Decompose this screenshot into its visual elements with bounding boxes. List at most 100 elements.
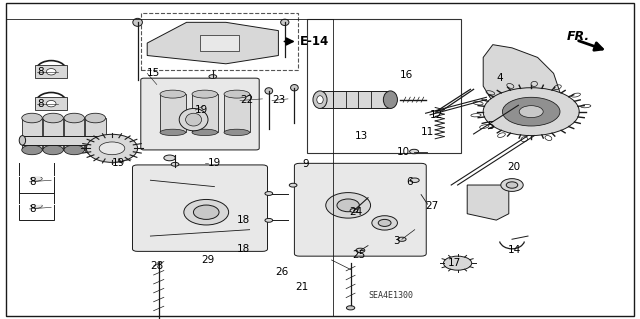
Text: 17: 17 bbox=[448, 258, 461, 268]
Ellipse shape bbox=[209, 75, 216, 78]
Text: 27: 27 bbox=[426, 201, 439, 211]
Ellipse shape bbox=[133, 19, 143, 26]
Ellipse shape bbox=[160, 90, 186, 98]
Ellipse shape bbox=[179, 108, 208, 131]
Bar bbox=[22, 136, 118, 145]
Text: 19: 19 bbox=[112, 158, 125, 168]
FancyBboxPatch shape bbox=[132, 165, 268, 251]
Text: 15: 15 bbox=[147, 68, 161, 78]
Text: 18: 18 bbox=[237, 215, 250, 225]
Text: 28: 28 bbox=[150, 261, 163, 271]
Ellipse shape bbox=[47, 100, 56, 107]
Text: 21: 21 bbox=[296, 282, 309, 292]
Text: 20: 20 bbox=[508, 162, 521, 173]
Ellipse shape bbox=[444, 256, 472, 270]
Ellipse shape bbox=[346, 306, 355, 310]
Bar bbox=[224, 94, 250, 132]
Ellipse shape bbox=[224, 129, 250, 136]
Bar bbox=[307, 19, 461, 153]
Text: 8: 8 bbox=[29, 177, 36, 187]
Ellipse shape bbox=[99, 142, 125, 155]
FancyBboxPatch shape bbox=[141, 78, 259, 150]
Ellipse shape bbox=[192, 90, 218, 98]
Text: 19: 19 bbox=[195, 105, 209, 115]
Ellipse shape bbox=[186, 113, 202, 126]
Text: 4: 4 bbox=[496, 73, 502, 83]
Text: 16: 16 bbox=[400, 70, 413, 80]
Ellipse shape bbox=[171, 162, 179, 166]
Ellipse shape bbox=[64, 113, 84, 123]
Ellipse shape bbox=[383, 91, 397, 108]
Ellipse shape bbox=[265, 219, 273, 222]
Text: 23: 23 bbox=[272, 95, 285, 106]
Ellipse shape bbox=[519, 106, 543, 118]
Ellipse shape bbox=[22, 113, 42, 123]
Text: 29: 29 bbox=[202, 255, 215, 265]
Ellipse shape bbox=[326, 193, 371, 218]
Bar bbox=[35, 97, 67, 110]
Ellipse shape bbox=[85, 145, 106, 155]
Ellipse shape bbox=[506, 182, 518, 188]
Ellipse shape bbox=[372, 216, 397, 230]
Text: 24: 24 bbox=[349, 207, 362, 217]
Text: 12: 12 bbox=[430, 110, 444, 120]
Text: 6: 6 bbox=[406, 177, 413, 187]
Ellipse shape bbox=[280, 19, 289, 26]
Bar bbox=[19, 175, 54, 193]
Text: 14: 14 bbox=[508, 245, 521, 256]
Text: 9: 9 bbox=[302, 159, 308, 169]
Text: 10: 10 bbox=[397, 146, 410, 157]
Text: FR.: FR. bbox=[566, 30, 589, 43]
Text: 3: 3 bbox=[394, 236, 400, 246]
Ellipse shape bbox=[85, 113, 106, 123]
Ellipse shape bbox=[192, 129, 218, 136]
Text: 11: 11 bbox=[420, 127, 434, 137]
Bar bbox=[200, 35, 239, 51]
Text: 8: 8 bbox=[37, 67, 44, 77]
Ellipse shape bbox=[483, 88, 579, 136]
Bar bbox=[141, 13, 298, 70]
Ellipse shape bbox=[43, 113, 63, 123]
Bar bbox=[320, 91, 390, 108]
Ellipse shape bbox=[47, 69, 56, 75]
Ellipse shape bbox=[164, 155, 175, 161]
Ellipse shape bbox=[350, 209, 358, 212]
Ellipse shape bbox=[115, 136, 122, 145]
Ellipse shape bbox=[86, 134, 138, 162]
Bar bbox=[19, 203, 54, 220]
Polygon shape bbox=[483, 45, 560, 115]
Text: 8: 8 bbox=[29, 204, 36, 214]
Polygon shape bbox=[147, 22, 278, 64]
Ellipse shape bbox=[265, 192, 273, 196]
Ellipse shape bbox=[31, 176, 42, 181]
Bar bbox=[85, 118, 106, 150]
Ellipse shape bbox=[410, 178, 419, 182]
Ellipse shape bbox=[193, 205, 219, 219]
Ellipse shape bbox=[502, 97, 560, 126]
Ellipse shape bbox=[291, 85, 298, 91]
Ellipse shape bbox=[501, 179, 524, 191]
Text: 18: 18 bbox=[237, 244, 250, 254]
Ellipse shape bbox=[265, 88, 273, 94]
Bar bbox=[160, 94, 186, 132]
Ellipse shape bbox=[64, 145, 84, 155]
Ellipse shape bbox=[22, 145, 42, 155]
FancyBboxPatch shape bbox=[294, 163, 426, 256]
Text: 5: 5 bbox=[488, 121, 494, 131]
Text: 22: 22 bbox=[240, 95, 253, 106]
Bar bbox=[64, 118, 84, 150]
Ellipse shape bbox=[410, 149, 419, 154]
Ellipse shape bbox=[43, 145, 63, 155]
Ellipse shape bbox=[398, 237, 406, 241]
Ellipse shape bbox=[317, 96, 323, 104]
Text: E-14: E-14 bbox=[300, 35, 329, 48]
Polygon shape bbox=[467, 185, 509, 220]
Ellipse shape bbox=[337, 199, 360, 212]
Ellipse shape bbox=[184, 199, 228, 225]
Ellipse shape bbox=[224, 90, 250, 98]
Ellipse shape bbox=[378, 219, 391, 226]
Bar bbox=[35, 65, 67, 78]
Ellipse shape bbox=[19, 136, 26, 145]
Text: 25: 25 bbox=[352, 250, 365, 260]
Text: 13: 13 bbox=[355, 130, 369, 141]
